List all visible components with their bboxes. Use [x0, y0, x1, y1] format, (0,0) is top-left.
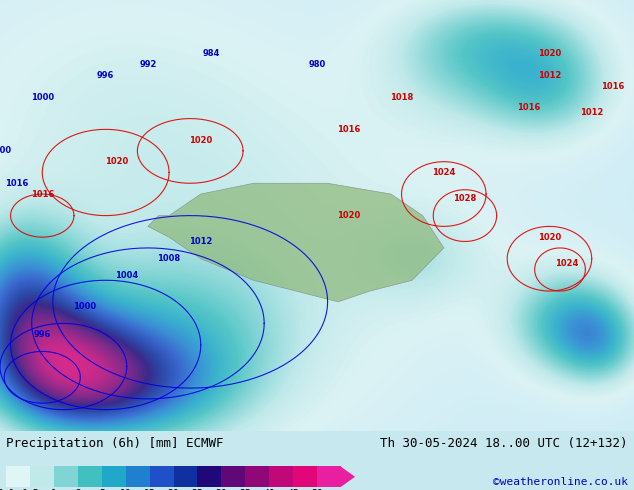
- FancyBboxPatch shape: [293, 466, 317, 487]
- Text: 1012: 1012: [538, 71, 561, 80]
- Text: 1020: 1020: [538, 49, 561, 58]
- FancyBboxPatch shape: [54, 466, 78, 487]
- Text: 992: 992: [139, 60, 157, 69]
- FancyBboxPatch shape: [78, 466, 102, 487]
- FancyBboxPatch shape: [197, 466, 221, 487]
- Text: 1000: 1000: [0, 147, 11, 155]
- Text: 1024: 1024: [555, 259, 578, 268]
- FancyArrow shape: [340, 466, 355, 487]
- Text: 1020: 1020: [105, 157, 128, 166]
- Text: 1028: 1028: [453, 194, 477, 203]
- Text: 1018: 1018: [390, 93, 413, 101]
- FancyBboxPatch shape: [245, 466, 269, 487]
- Text: 1016: 1016: [601, 82, 624, 91]
- Text: 1016: 1016: [30, 190, 54, 198]
- FancyBboxPatch shape: [269, 466, 293, 487]
- Polygon shape: [148, 183, 444, 302]
- FancyBboxPatch shape: [102, 466, 126, 487]
- Text: 980: 980: [308, 60, 326, 69]
- FancyBboxPatch shape: [150, 466, 174, 487]
- Text: 1024: 1024: [432, 168, 455, 177]
- Text: 1000: 1000: [73, 302, 96, 311]
- Text: 1016: 1016: [337, 125, 360, 134]
- Text: 1016: 1016: [517, 103, 540, 112]
- Text: 1020: 1020: [189, 136, 212, 145]
- FancyBboxPatch shape: [317, 466, 340, 487]
- Text: 984: 984: [203, 49, 220, 58]
- Text: 1000: 1000: [30, 93, 54, 101]
- Text: 996: 996: [34, 330, 51, 339]
- Text: 1004: 1004: [115, 271, 138, 280]
- Text: 1020: 1020: [337, 211, 360, 220]
- Text: Precipitation (6h) [mm] ECMWF: Precipitation (6h) [mm] ECMWF: [6, 437, 224, 450]
- Text: 996: 996: [97, 71, 114, 80]
- FancyBboxPatch shape: [126, 466, 150, 487]
- Text: 1016: 1016: [5, 179, 29, 188]
- Text: 1008: 1008: [157, 254, 181, 263]
- Text: Th 30-05-2024 18..00 UTC (12+132): Th 30-05-2024 18..00 UTC (12+132): [380, 437, 628, 450]
- Text: ©weatheronline.co.uk: ©weatheronline.co.uk: [493, 477, 628, 487]
- FancyBboxPatch shape: [6, 466, 30, 487]
- FancyBboxPatch shape: [174, 466, 197, 487]
- FancyBboxPatch shape: [30, 466, 54, 487]
- Text: 1020: 1020: [538, 233, 561, 242]
- FancyBboxPatch shape: [221, 466, 245, 487]
- Text: 1012: 1012: [580, 108, 604, 117]
- Text: 1012: 1012: [189, 237, 212, 246]
